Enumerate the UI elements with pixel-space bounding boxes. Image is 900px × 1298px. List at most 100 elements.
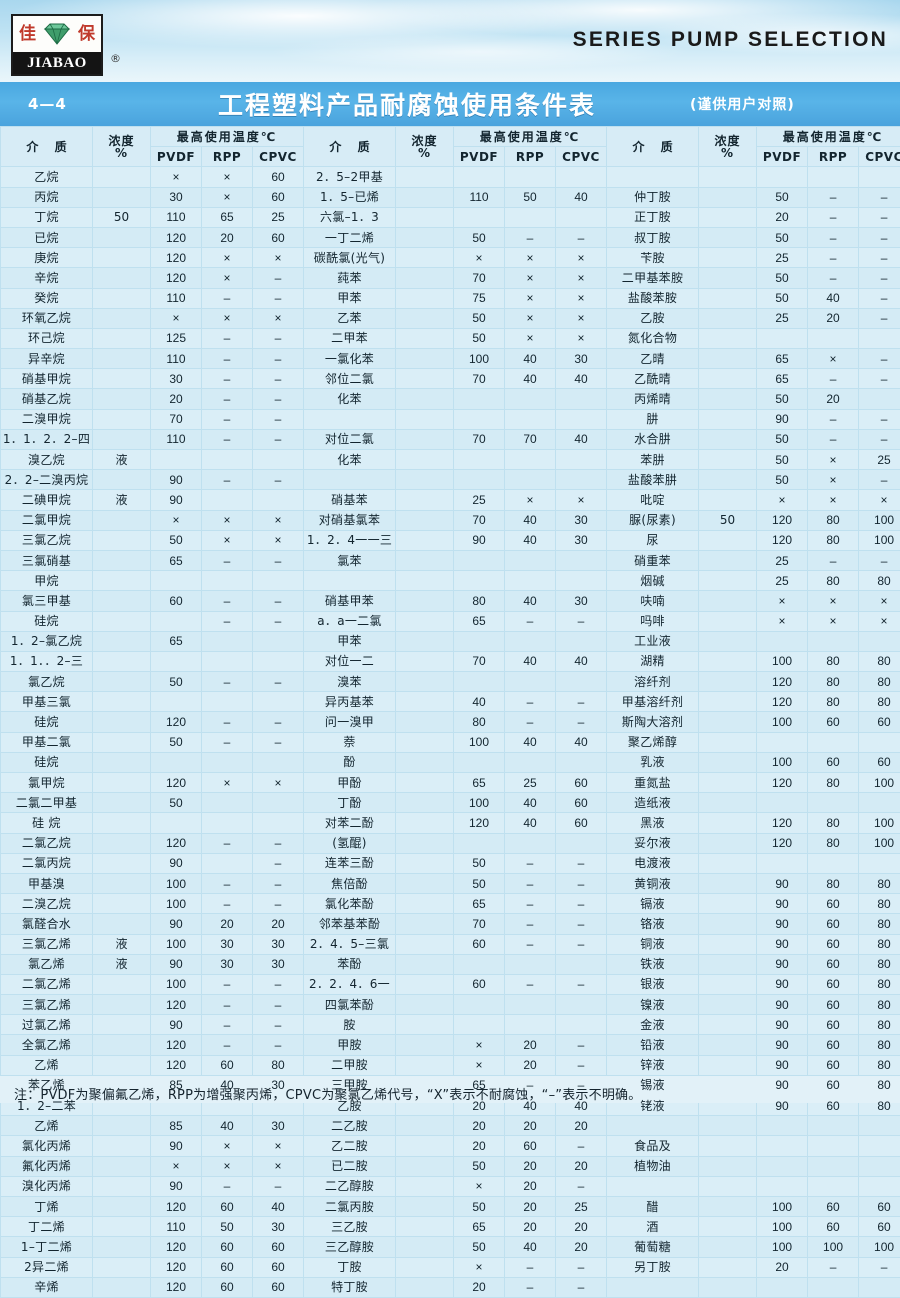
cell-concentration <box>93 248 151 268</box>
cell-rpp: – <box>202 1035 253 1055</box>
cell-concentration: 液 <box>93 490 151 510</box>
cell-cpvc: – <box>253 591 304 611</box>
cell-rpp <box>505 672 556 692</box>
cell-rpp: 40 <box>505 732 556 752</box>
cell-pvdf: × <box>454 248 505 268</box>
cell-concentration <box>699 409 757 429</box>
cell-concentration <box>396 1136 454 1156</box>
cell-rpp: – <box>505 894 556 914</box>
cell-pvdf <box>454 672 505 692</box>
cell-pvdf: 70 <box>151 409 202 429</box>
cell-medium: 吡啶 <box>607 490 699 510</box>
series-title: SERIES PUMP SELECTION <box>573 28 888 52</box>
cell-rpp: × <box>505 328 556 348</box>
cell-cpvc: × <box>556 288 607 308</box>
cell-concentration <box>396 248 454 268</box>
cell-pvdf: 90 <box>151 1015 202 1035</box>
cell-concentration <box>396 530 454 550</box>
cell-pvdf: 50 <box>454 308 505 328</box>
cell-rpp: × <box>808 470 859 490</box>
cell-concentration <box>396 268 454 288</box>
cell-cpvc: – <box>556 894 607 914</box>
cell-pvdf: × <box>454 1035 505 1055</box>
cell-medium: 铬液 <box>607 914 699 934</box>
cell-cpvc <box>859 167 900 187</box>
cell-cpvc: 40 <box>556 429 607 449</box>
cell-pvdf: 120 <box>151 1257 202 1277</box>
cell-medium: 仲丁胺 <box>607 187 699 207</box>
cell-cpvc: 30 <box>253 954 304 974</box>
cell-concentration <box>93 510 151 530</box>
cell-rpp <box>202 793 253 813</box>
cell-pvdf <box>454 995 505 1015</box>
logo-upper: 佳 保 <box>13 16 101 52</box>
cell-medium: 黄铜液 <box>607 873 699 893</box>
cell-concentration <box>699 248 757 268</box>
cell-concentration <box>93 550 151 570</box>
cell-pvdf: 110 <box>151 207 202 227</box>
cell-rpp: 60 <box>202 1196 253 1216</box>
cell-cpvc: 80 <box>859 954 900 974</box>
cell-cpvc: 80 <box>859 974 900 994</box>
cell-medium: 酚 <box>304 752 396 772</box>
cell-concentration <box>93 429 151 449</box>
cell-concentration <box>396 470 454 490</box>
cell-rpp: 50 <box>505 187 556 207</box>
cell-concentration <box>396 954 454 974</box>
cell-cpvc: 40 <box>556 187 607 207</box>
cell-concentration: 50 <box>93 207 151 227</box>
cell-concentration <box>396 1237 454 1257</box>
cell-rpp: 60 <box>808 1217 859 1237</box>
cell-concentration <box>396 631 454 651</box>
cell-rpp: 80 <box>808 873 859 893</box>
cell-pvdf: 60 <box>454 974 505 994</box>
cell-medium: 氯化苯酚 <box>304 894 396 914</box>
cell-concentration <box>699 187 757 207</box>
cell-rpp: 80 <box>808 571 859 591</box>
cell-cpvc: 40 <box>556 732 607 752</box>
cell-cpvc <box>253 813 304 833</box>
cell-concentration <box>396 712 454 732</box>
cell-medium: 乙酰晴 <box>607 369 699 389</box>
cell-cpvc: × <box>253 308 304 328</box>
cell-medium: 氯苯 <box>304 550 396 570</box>
header-pvdf-3: PVDF <box>757 147 808 167</box>
cell-concentration <box>396 550 454 570</box>
cell-rpp: – <box>202 611 253 631</box>
cell-concentration <box>396 167 454 187</box>
cell-concentration <box>93 1015 151 1035</box>
cell-rpp: 25 <box>505 773 556 793</box>
cell-rpp <box>505 1015 556 1035</box>
cell-rpp <box>505 207 556 227</box>
cell-concentration <box>396 1176 454 1196</box>
cell-pvdf <box>757 732 808 752</box>
cell-medium: 氯甲烷 <box>1 773 93 793</box>
cell-cpvc: 20 <box>556 1217 607 1237</box>
cell-rpp: × <box>202 773 253 793</box>
cell-concentration <box>699 450 757 470</box>
cell-medium: 妥尔液 <box>607 833 699 853</box>
cell-cpvc: 25 <box>253 207 304 227</box>
cell-rpp: – <box>202 550 253 570</box>
cell-cpvc: 60 <box>859 712 900 732</box>
cell-cpvc: 80 <box>859 934 900 954</box>
cell-rpp: 60 <box>808 974 859 994</box>
cell-medium: 乙烷 <box>1 167 93 187</box>
cell-concentration <box>699 631 757 651</box>
cell-medium: 植物油 <box>607 1156 699 1176</box>
cell-rpp: × <box>202 510 253 530</box>
cell-cpvc: – <box>859 268 900 288</box>
cell-cpvc <box>859 389 900 409</box>
cell-concentration <box>93 591 151 611</box>
cell-pvdf <box>454 752 505 772</box>
cell-cpvc <box>556 207 607 227</box>
cell-concentration <box>93 853 151 873</box>
cell-pvdf: 120 <box>151 833 202 853</box>
cell-rpp: 40 <box>505 591 556 611</box>
cell-concentration <box>93 995 151 1015</box>
